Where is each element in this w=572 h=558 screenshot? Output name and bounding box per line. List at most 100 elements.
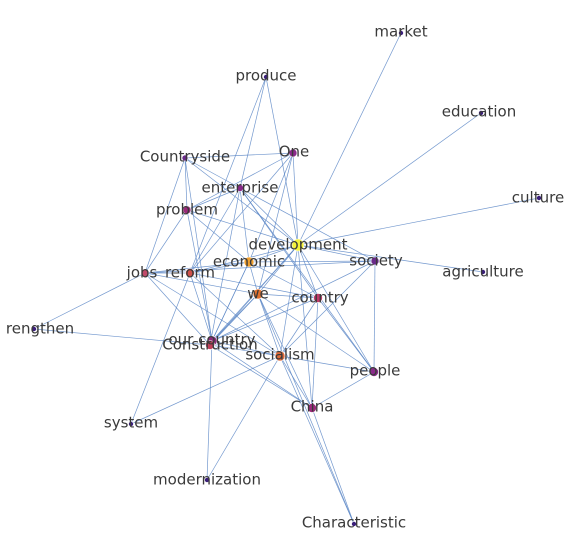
- edge-produce-enterprise: [239, 76, 267, 189]
- node-label-reform: reform: [165, 264, 215, 282]
- edge-one-we: [257, 152, 294, 295]
- edge-development-socialism: [279, 244, 299, 357]
- node-label-china: China: [291, 398, 334, 416]
- node-label-countryside: Countryside: [140, 148, 230, 166]
- node-agriculture[interactable]: [480, 269, 486, 275]
- edge-economic-country: [248, 261, 319, 299]
- node-label-produce: produce: [235, 67, 296, 85]
- edge-agriculture-development: [297, 244, 484, 273]
- node-label-society: society: [349, 252, 403, 270]
- edges-layer: [33, 32, 540, 525]
- node-construction[interactable]: [205, 340, 215, 350]
- node-reform[interactable]: [185, 268, 195, 278]
- node-label-market: market: [374, 23, 427, 41]
- edge-society-people: [373, 260, 376, 373]
- node-china[interactable]: [307, 403, 317, 413]
- edge-countryside-problem: [184, 157, 188, 211]
- edge-enterprise-problem: [186, 187, 241, 211]
- edge-problem-economic: [186, 209, 250, 263]
- node-label-economic: economic: [213, 253, 285, 271]
- edge-education-development: [297, 112, 482, 246]
- edge-construction-socialism: [209, 344, 281, 357]
- edge-our_country-socialism: [211, 340, 281, 357]
- edge-problem-development: [186, 209, 299, 246]
- edge-countryside-enterprise: [184, 157, 241, 189]
- edge-problem-jobs: [144, 209, 188, 274]
- edge-enterprise-development: [239, 187, 299, 246]
- edge-development-society: [297, 244, 376, 262]
- node-label-we: we: [247, 285, 269, 303]
- node-socialism[interactable]: [274, 350, 286, 362]
- edge-one-reform: [189, 152, 294, 274]
- edge-enterprise-society: [239, 187, 376, 262]
- edge-development-country: [297, 244, 319, 299]
- edge-jobs-socialism: [144, 272, 281, 357]
- node-label-enterprise: enterprise: [202, 179, 279, 197]
- node-enterprise[interactable]: [236, 184, 244, 192]
- edge-enterprise-reform: [189, 187, 241, 274]
- node-label-strengthen: rengthen: [6, 320, 74, 338]
- node-we[interactable]: [252, 288, 264, 300]
- node-education[interactable]: [478, 110, 484, 116]
- node-strengthen[interactable]: [31, 326, 37, 332]
- edge-development-people: [297, 244, 375, 373]
- edge-socialism-china: [279, 355, 313, 409]
- edge-china-characteristic: [311, 407, 355, 525]
- edge-china-people: [311, 371, 375, 409]
- node-market[interactable]: [398, 30, 404, 36]
- node-countryside[interactable]: [181, 154, 189, 162]
- node-produce[interactable]: [263, 74, 269, 80]
- node-label-culture: culture: [512, 189, 564, 207]
- node-label-our-country: our country: [169, 331, 256, 349]
- nodes-layer: [31, 30, 542, 527]
- node-label-country: country: [291, 289, 348, 307]
- node-characteristic[interactable]: [351, 521, 357, 527]
- edge-we-country: [257, 293, 319, 299]
- edge-socialism-people: [279, 355, 375, 373]
- node-country[interactable]: [313, 293, 323, 303]
- node-label-modernization: modernization: [153, 471, 261, 489]
- edge-strengthen-construction: [33, 328, 211, 346]
- node-label-one: One: [279, 143, 310, 161]
- node-jobs[interactable]: [140, 268, 150, 278]
- edge-socialism-characteristic: [279, 355, 355, 525]
- node-culture[interactable]: [536, 195, 542, 201]
- node-system[interactable]: [128, 421, 134, 427]
- edge-socialism-modernization: [206, 355, 281, 481]
- node-one[interactable]: [288, 148, 298, 158]
- edge-economic-society: [248, 260, 376, 263]
- edge-society-socialism: [279, 260, 376, 357]
- edge-our_country-modernization: [206, 340, 213, 481]
- node-society[interactable]: [370, 256, 380, 266]
- node-label-problem: problem: [156, 201, 218, 219]
- edge-jobs-strengthen: [33, 272, 146, 330]
- edge-countryside-our_country: [184, 157, 213, 342]
- node-label-characteristic: Characteristic: [302, 514, 406, 532]
- node-label-development: development: [249, 236, 348, 254]
- node-people[interactable]: [369, 367, 379, 377]
- edge-culture-development: [297, 197, 540, 246]
- edge-construction-china: [209, 344, 313, 409]
- edge-country-people: [317, 297, 375, 373]
- edge-jobs-construction: [144, 272, 211, 346]
- edge-socialism-system: [130, 355, 281, 425]
- edge-countryside-jobs: [144, 157, 186, 274]
- edge-development-reform: [189, 244, 299, 274]
- edge-produce-reform: [189, 76, 267, 274]
- edge-jobs-society: [144, 260, 376, 274]
- edge-one-economic: [248, 152, 294, 263]
- edge-development-we: [257, 244, 299, 295]
- labels-layer: market produce education One Countryside ente…: [6, 23, 564, 532]
- edge-development-china: [297, 244, 313, 409]
- node-problem[interactable]: [182, 205, 192, 215]
- edge-market-development: [297, 32, 402, 246]
- edge-one-problem: [186, 152, 294, 211]
- node-label-socialism: socialism: [245, 346, 314, 364]
- edge-we-construction: [209, 293, 259, 346]
- edge-reform-country: [189, 272, 319, 299]
- node-modernization[interactable]: [204, 477, 210, 483]
- edge-economic-reform: [189, 261, 250, 274]
- node-economic[interactable]: [243, 256, 255, 268]
- node-development[interactable]: [291, 238, 305, 252]
- edge-our_country-china: [211, 340, 313, 409]
